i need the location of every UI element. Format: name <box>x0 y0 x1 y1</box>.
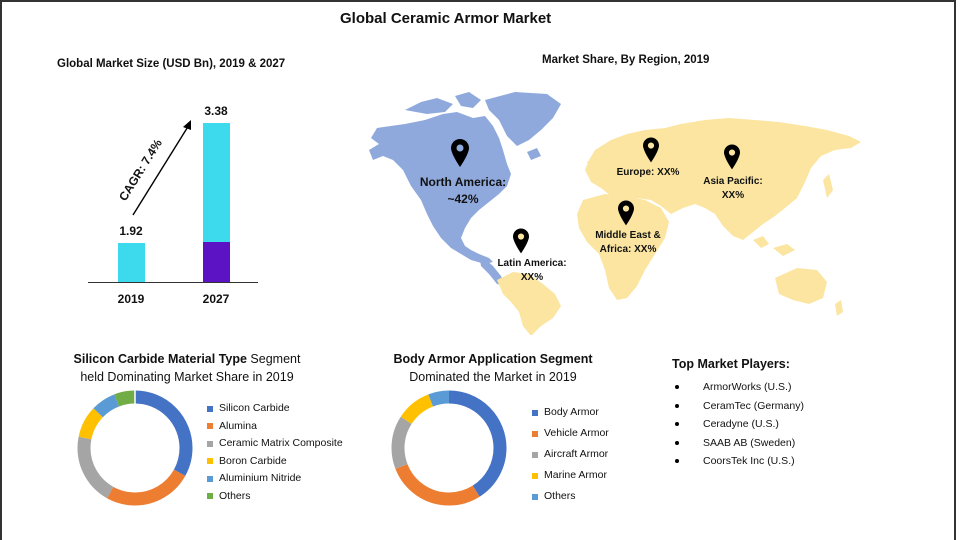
bullet-icon <box>675 440 679 445</box>
region-label-latin-america: Latin America: XX% <box>497 258 567 283</box>
region-label-mea: Middle East & Africa: XX% <box>595 230 661 255</box>
mea-pin-icon <box>618 200 634 226</box>
bar-value-2027: 3.38 <box>204 104 228 118</box>
legend-swatch <box>207 423 213 430</box>
region-label-europe: Europe: XX% <box>616 167 680 178</box>
legend-swatch <box>207 475 213 482</box>
latin-america-pin-icon <box>513 228 529 254</box>
legend-item: Others <box>532 486 609 507</box>
legend-item: Aluminium Nitride <box>207 470 343 488</box>
legend-item: Ceramic Matrix Composite <box>207 435 343 453</box>
legend-swatch <box>207 405 213 412</box>
region-map-title: Market Share, By Region, 2019 <box>542 54 710 66</box>
bar-2019 <box>118 243 145 282</box>
x-label-2019: 2019 <box>117 292 145 306</box>
x-label-2027: 2027 <box>202 292 230 306</box>
x-axis-line <box>88 282 258 283</box>
players-list: ArmorWorks (U.S.) CeramTec (Germany) Cer… <box>672 378 804 471</box>
legend-item: Marine Armor <box>532 465 609 486</box>
material-donut-chart <box>77 390 193 506</box>
legend-item: Aircraft Armor <box>532 444 609 465</box>
application-legend: Body Armor Vehicle Armor Aircraft Armor … <box>532 402 609 507</box>
legend-swatch <box>532 409 538 416</box>
region-label-asia-pacific: Asia Pacific: XX% <box>703 176 763 201</box>
player-item: SAAB AB (Sweden) <box>672 434 804 453</box>
asia-pacific-pin-icon <box>724 144 740 170</box>
player-item: CoorsTek Inc (U.S.) <box>672 452 804 471</box>
bullet-icon <box>675 459 679 464</box>
bullet-icon <box>675 403 679 408</box>
legend-swatch <box>207 458 213 465</box>
legend-swatch <box>207 440 213 447</box>
players-title: Top Market Players: <box>672 357 790 371</box>
material-segment-title: Silicon Carbide Material Type Segment he… <box>73 352 301 384</box>
bullet-icon <box>675 385 679 390</box>
cagr-arrow-icon <box>132 120 191 216</box>
legend-swatch <box>207 493 213 500</box>
player-item: CeramTec (Germany) <box>672 397 804 416</box>
europe-pin-icon <box>643 137 659 163</box>
legend-swatch <box>532 430 538 437</box>
bullet-icon <box>675 422 679 427</box>
bar-value-2019: 1.92 <box>119 224 143 238</box>
legend-swatch <box>532 472 538 479</box>
player-item: Ceradyne (U.S.) <box>672 415 804 434</box>
page-title: Global Ceramic Armor Market <box>340 10 552 27</box>
world-map <box>369 92 861 335</box>
region-label-north-america: North America: ~42% <box>419 175 507 206</box>
legend-item: Alumina <box>207 418 343 436</box>
legend-item: Vehicle Armor <box>532 423 609 444</box>
legend-item: Body Armor <box>532 402 609 423</box>
north-america-pin-icon <box>451 139 469 167</box>
application-segment-title: Body Armor Application Segment Dominated… <box>393 352 593 384</box>
legend-swatch <box>532 451 538 458</box>
material-legend: Silicon Carbide Alumina Ceramic Matrix C… <box>207 400 343 505</box>
application-donut-chart <box>391 390 507 506</box>
bar-2027-base <box>203 242 230 282</box>
bar-2027-top <box>203 123 230 242</box>
legend-swatch <box>532 493 538 500</box>
legend-item: Silicon Carbide <box>207 400 343 418</box>
legend-item: Boron Carbide <box>207 453 343 471</box>
market-size-title: Global Market Size (USD Bn), 2019 & 2027 <box>57 58 286 70</box>
legend-item: Others <box>207 488 343 506</box>
player-item: ArmorWorks (U.S.) <box>672 378 804 397</box>
